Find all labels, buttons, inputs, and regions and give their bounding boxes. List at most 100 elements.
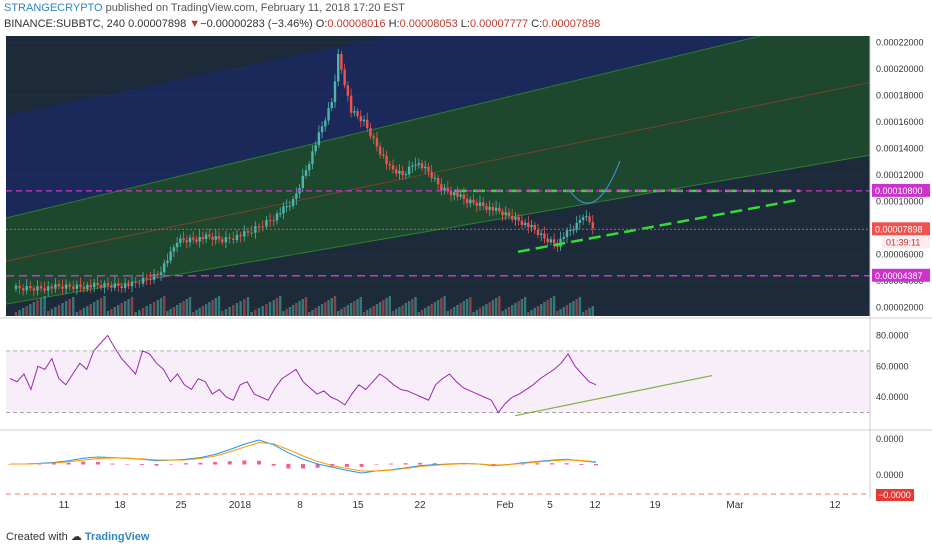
candle-body [572,229,575,231]
volume-bar [145,306,148,316]
candle-body [411,165,414,167]
candle-body [138,282,141,284]
volume-bar [99,298,103,316]
volume-bar [175,305,179,316]
date-tick-label: 12 [589,500,601,511]
volume-bar [311,310,314,316]
volume-bar [430,304,433,316]
date-tick-label: 5 [547,500,553,511]
macd-histogram-bar [169,464,174,465]
volume-bar [317,306,321,316]
candle-body [86,284,89,290]
volume-bar [440,298,443,316]
volume-bar [520,299,524,316]
macd-histogram-bar [403,463,408,465]
macd-histogram-bar [432,463,437,465]
volume-bar [141,308,145,316]
candle-body [549,239,553,243]
candle-body [530,224,533,228]
macd-histogram-bar [359,464,364,467]
volume-bar [349,303,353,316]
macd-pane-bg [6,432,870,496]
volume-bar [475,310,478,316]
volume-bar [92,302,96,316]
volume-bar [507,307,511,316]
author-link[interactable]: STRANGECRYPTO [4,2,103,14]
candle-body [208,234,211,237]
candle-body [159,272,163,275]
macd-histogram-bar [125,464,130,465]
candle-body [420,163,424,169]
macd-histogram-bar [51,463,56,465]
volume-bar [569,303,572,316]
volume-bar [117,305,120,316]
volume-bar [61,303,64,316]
candle-body [204,234,208,240]
candle-body [192,237,195,240]
candle-body [372,136,375,139]
last-price: 0.00007898 [128,18,187,30]
macd-histogram-bar [418,462,423,465]
candle-body [39,286,43,289]
volume-bar [217,296,221,316]
volume-bar [469,297,472,316]
volume-bar [404,303,408,316]
candle-body [436,177,440,185]
candle-body [430,171,433,179]
candle-body [57,284,61,287]
median-regression-line [5,81,871,262]
candle-body [449,191,453,196]
candle-body [64,284,68,289]
volume-bar [536,306,540,316]
price-axis-bg [870,36,932,498]
volume-bar [29,304,32,316]
volume-bar [453,307,456,316]
macd-histogram-bar [95,462,100,465]
volume-bar [159,298,163,316]
chart-area[interactable]: 0.000020000.000040000.000060000.00008000… [0,0,932,518]
volume-bar [79,310,82,316]
macd-histogram-bar [301,464,305,469]
candle-body [575,222,578,230]
candle-body [301,175,304,188]
macd-tick-label: 0.0000 [876,470,904,480]
candle-body [110,285,113,288]
macd-histogram-bar [564,463,569,465]
chart-svg[interactable]: 0.000020000.000040000.000060000.00008000… [0,0,932,518]
candle-body [536,230,540,236]
candle-body [152,274,156,280]
candle-body [543,233,546,239]
volume-bar [511,305,514,316]
candle-body [427,166,430,172]
volume-bar [501,311,504,316]
tradingview-brand-link[interactable]: TradingView [84,531,150,543]
volume-bar [340,309,343,316]
volume-bar [50,309,54,316]
candle-body [123,283,127,289]
candle-body [235,234,239,241]
candle-body [291,199,295,206]
volume-bar [57,305,61,316]
candle-body [149,278,152,280]
candle-body [92,282,96,288]
volume-bar [417,312,420,316]
volume-bar [265,304,268,316]
symbol-label[interactable]: BINANCE:SUBBTC, 240 [4,18,126,30]
volume-bar [89,304,92,316]
volume-bar [221,311,224,316]
volume-bar [572,301,575,316]
candle-body [72,286,75,289]
volume-bar [330,298,333,316]
date-tick-label: 15 [352,500,364,511]
volume-bar [465,299,469,316]
volume-bar [372,306,375,316]
candle-body [333,81,337,103]
candle-body [491,206,495,211]
macd-histogram-bar [271,464,276,466]
candle-body [314,145,317,152]
price-tick-label: 0.00006000 [876,249,924,259]
volume-bar [120,303,123,316]
volume-bar [523,297,527,316]
volume-bar [32,302,36,316]
price-tick-label: 0.00020000 [876,64,924,74]
